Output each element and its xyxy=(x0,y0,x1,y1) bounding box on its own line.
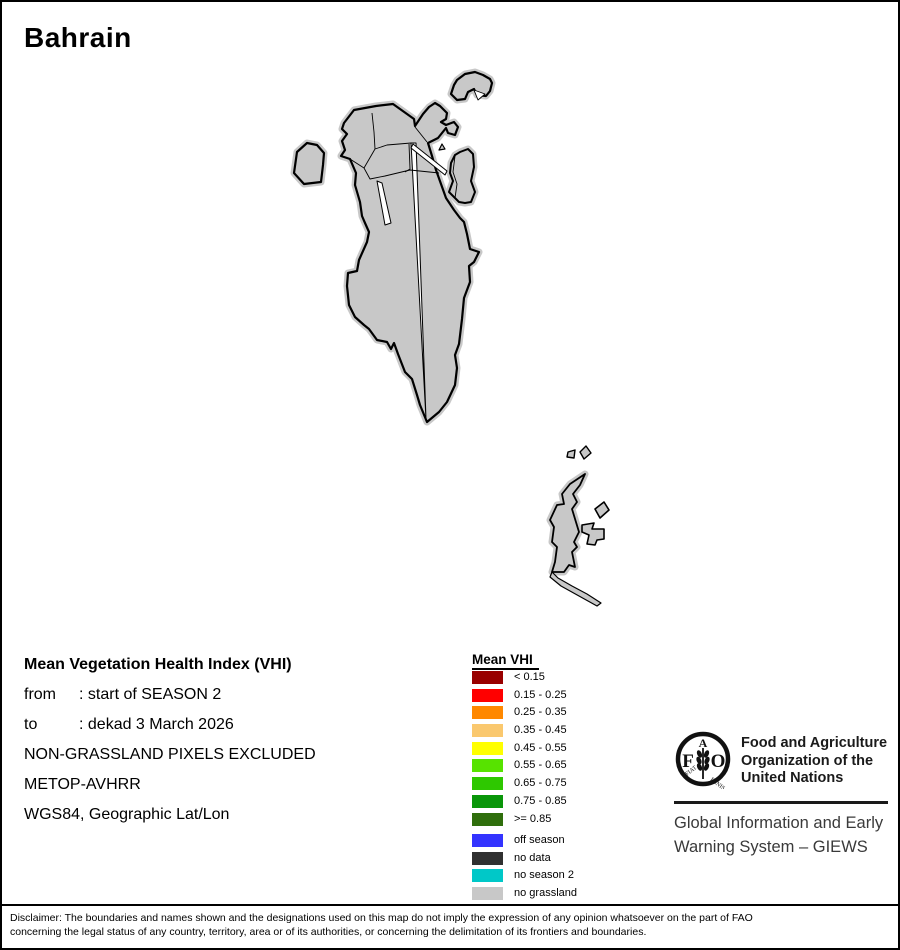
hawar-islet-1 xyxy=(566,449,576,459)
giews-caption-line: Warning System – GIEWS xyxy=(674,838,868,856)
boundary-north-1 xyxy=(371,112,376,150)
sliver-west xyxy=(376,180,392,226)
small-triangle-island xyxy=(438,143,446,151)
legend-row: 0.55 - 0.65 xyxy=(472,759,567,773)
legend-swatch xyxy=(472,724,503,738)
info-line-label: to xyxy=(24,716,38,733)
hawar-arrow-islet xyxy=(581,522,605,546)
hawar-main-island xyxy=(549,473,586,573)
fao-logo-ring xyxy=(675,731,731,787)
legend-row: 0.45 - 0.55 xyxy=(472,741,567,755)
legend-swatch xyxy=(472,777,503,791)
info-line: to : dekad 3 March 2026 xyxy=(24,710,316,740)
vhi-legend: < 0.15 0.15 - 0.25 0.25 - 0.35 0.35 - 0.45 0… xyxy=(472,671,567,830)
legend-swatch xyxy=(472,851,503,865)
legend-swatch xyxy=(472,671,503,684)
legend-label: 0.65 - 0.75 xyxy=(514,777,567,790)
svg-text:F: F xyxy=(682,751,694,772)
sitra-inner-line xyxy=(452,155,458,199)
legend-swatch xyxy=(472,741,503,755)
legend-label: 0.35 - 0.45 xyxy=(514,724,567,737)
legend-label: < 0.15 xyxy=(514,671,545,683)
legend-swatch xyxy=(472,688,503,702)
legend-swatch xyxy=(472,812,503,826)
info-line: NON-GRASSLAND PIXELS EXCLUDED xyxy=(24,740,316,770)
sliver-northeast xyxy=(410,143,448,176)
boundary-cross xyxy=(363,167,440,180)
legend-label: 0.55 - 0.65 xyxy=(514,759,567,772)
legend-swatch xyxy=(472,794,503,808)
legend-label: 0.25 - 0.35 xyxy=(514,706,567,719)
legend-swatch xyxy=(472,706,503,720)
wheat-ear-icon xyxy=(696,748,710,779)
disclaimer-separator-line xyxy=(2,904,898,906)
legend-label: 0.45 - 0.55 xyxy=(514,741,567,754)
disclaimer-line: Disclaimer: The boundaries and names sho… xyxy=(10,912,753,924)
legend-swatch xyxy=(472,887,503,901)
map-info-block: Mean Vegetation Health Index (VHI) from : … xyxy=(24,650,316,830)
info-line: WGS84, Geographic Lat/Lon xyxy=(24,800,316,830)
info-line-text: WGS84, Geographic Lat/Lon xyxy=(24,806,230,823)
hawar-tail xyxy=(549,571,602,607)
legend-row: >= 0.85 xyxy=(472,812,567,826)
info-line: Mean Vegetation Health Index (VHI) xyxy=(24,650,316,680)
legend-row: off season xyxy=(472,834,577,847)
legend-row: 0.25 - 0.35 xyxy=(472,706,567,720)
legend-label: 0.15 - 0.25 xyxy=(514,688,567,701)
svg-text:O: O xyxy=(711,751,726,772)
info-line-text: Mean Vegetation Health Index (VHI) xyxy=(24,656,292,673)
info-line: METOP-AVHRR xyxy=(24,770,316,800)
legend-label: >= 0.85 xyxy=(514,812,552,825)
hawar-islet-2 xyxy=(579,445,592,460)
legend-row: no grassland xyxy=(472,887,577,901)
info-line-text: : start of SEASON 2 xyxy=(79,686,222,703)
legend-swatch xyxy=(472,869,503,883)
legend-label: off season xyxy=(514,834,565,846)
boundary-region xyxy=(404,143,411,173)
sitra-island xyxy=(448,148,476,204)
giews-caption-line: Global Information and Early xyxy=(674,814,884,832)
legend-swatch xyxy=(472,834,503,847)
legend-label: no grassland xyxy=(514,887,577,900)
legend-row: 0.15 - 0.25 xyxy=(472,688,567,702)
muharraq-notch xyxy=(473,89,486,101)
legend-label: 0.75 - 0.85 xyxy=(514,794,567,807)
fao-org-name-line: Organization of the xyxy=(741,752,874,769)
umm-an-nasan-island xyxy=(292,141,326,186)
legend-row: 0.65 - 0.75 xyxy=(472,777,567,791)
svg-text:A: A xyxy=(699,736,708,750)
fao-org-name-line: United Nations xyxy=(741,770,844,786)
legend-row: no season 2 xyxy=(472,869,577,883)
boundary-north-3 xyxy=(374,142,412,150)
bahrain-main-island xyxy=(339,101,481,424)
legend-row: 0.75 - 0.85 xyxy=(472,794,567,808)
legend-label: no season 2 xyxy=(514,869,574,882)
legend-row: 0.35 - 0.45 xyxy=(472,724,567,738)
giews-caption: Global Information and Early Warning Syst… xyxy=(674,811,883,859)
special-legend: off season no data no season 2 no grassland xyxy=(472,834,577,905)
disclaimer: Disclaimer: The boundaries and names sho… xyxy=(10,912,753,939)
info-line: from : start of SEASON 2 xyxy=(24,680,316,710)
legend-label: no data xyxy=(514,851,551,864)
fao-org-name-line: Food and Agriculture xyxy=(741,735,888,751)
info-line-text: NON-GRASSLAND PIXELS EXCLUDED xyxy=(24,746,316,763)
info-line-text: : dekad 3 March 2026 xyxy=(79,716,234,733)
info-line-label: from xyxy=(24,686,56,703)
sliver-north-to-tip xyxy=(410,142,427,420)
hawar-diamond-islet xyxy=(594,501,610,519)
boundary-ne-base xyxy=(414,126,428,143)
info-line-text: METOP-AVHRR xyxy=(24,776,141,793)
legend-title: Mean VHI xyxy=(472,652,539,670)
fao-logo: F A O FIAT PANIS xyxy=(675,731,731,789)
fao-org-name: Food and Agriculture Organization of the U… xyxy=(741,735,887,788)
page-title: Bahrain xyxy=(24,22,132,53)
legend-row: < 0.15 xyxy=(472,671,567,684)
legend-swatch xyxy=(472,759,503,773)
fao-separator-line xyxy=(674,801,888,804)
legend-row: no data xyxy=(472,851,577,865)
disclaimer-line: concerning the legal status of any count… xyxy=(10,925,647,938)
